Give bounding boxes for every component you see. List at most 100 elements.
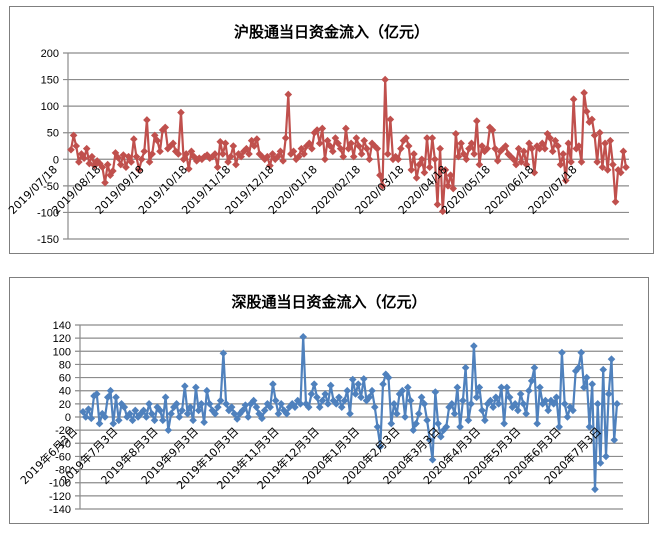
data-point-diamond xyxy=(387,419,396,428)
chart-title-sz: 深股通当日资金流入（亿元） xyxy=(231,293,427,311)
data-point-diamond xyxy=(216,396,225,405)
data-point-diamond xyxy=(519,400,528,408)
data-point-diamond xyxy=(119,151,128,159)
data-point-diamond xyxy=(622,163,630,172)
data-point-diamond xyxy=(486,123,494,132)
data-point-diamond xyxy=(143,116,151,124)
data-point-diamond xyxy=(604,390,613,398)
data-point-diamond xyxy=(192,157,201,165)
data-point-diamond xyxy=(288,400,296,408)
data-point-diamond xyxy=(137,155,146,164)
data-point-diamond xyxy=(370,403,379,411)
data-point-diamond xyxy=(381,370,390,379)
data-point-diamond xyxy=(481,416,489,425)
data-point-diamond xyxy=(392,409,401,418)
data-point-diamond xyxy=(412,174,421,182)
data-point-diamond xyxy=(543,129,552,138)
y-tick-label: 50 xyxy=(47,128,59,140)
data-point-diamond xyxy=(192,383,200,392)
data-point-diamond xyxy=(203,151,211,159)
data-point-diamond xyxy=(95,419,104,428)
data-point-diamond xyxy=(556,160,565,169)
data-point-diamond xyxy=(198,155,206,164)
data-point-diamond xyxy=(203,386,211,395)
data-point-diamond xyxy=(69,131,78,140)
data-point-diamond xyxy=(501,142,510,150)
data-point-diamond xyxy=(131,406,140,415)
data-point-diamond xyxy=(516,390,525,398)
data-point-diamond xyxy=(525,386,533,395)
data-point-diamond xyxy=(336,144,345,153)
data-point-diamond xyxy=(613,400,621,408)
data-point-diamond xyxy=(428,455,437,464)
data-point-diamond xyxy=(577,348,586,357)
data-point-diamond xyxy=(379,380,387,388)
data-point-diamond xyxy=(80,154,88,163)
data-point-diamond xyxy=(252,403,261,411)
data-point-diamond xyxy=(313,126,321,134)
data-point-diamond xyxy=(602,452,610,461)
data-point-diamond xyxy=(318,396,327,405)
data-point-diamond xyxy=(494,400,503,408)
data-point-diamond xyxy=(101,413,109,421)
series-markers xyxy=(67,75,630,216)
data-point-diamond xyxy=(554,142,562,150)
data-point-diamond xyxy=(381,75,389,84)
data-point-diamond xyxy=(347,139,355,148)
y-tick-label: 0 xyxy=(53,154,59,166)
data-point-diamond xyxy=(497,383,506,392)
data-point-diamond xyxy=(492,393,500,402)
data-point-diamond xyxy=(128,416,137,425)
data-point-diamond xyxy=(189,416,197,425)
data-point-diamond xyxy=(305,139,314,148)
data-point-diamond xyxy=(399,136,408,145)
data-point-diamond xyxy=(178,406,186,415)
data-point-diamond xyxy=(395,390,404,398)
data-point-diamond xyxy=(582,373,591,382)
data-point-diamond xyxy=(208,406,217,415)
data-point-diamond xyxy=(383,150,392,158)
data-point-diamond xyxy=(472,117,481,125)
data-point-diamond xyxy=(560,400,569,408)
data-point-diamond xyxy=(454,152,463,161)
data-point-diamond xyxy=(172,400,181,408)
data-point-diamond xyxy=(580,89,588,97)
data-point-diamond xyxy=(394,155,403,164)
data-point-diamond xyxy=(465,144,473,153)
data-point-diamond xyxy=(328,147,337,156)
data-point-diamond xyxy=(249,396,258,405)
data-point-diamond xyxy=(431,388,440,396)
data-point-diamond xyxy=(159,416,167,425)
data-point-diamond xyxy=(354,380,363,388)
data-point-diamond xyxy=(300,150,308,158)
data-point-diamond xyxy=(588,115,596,124)
data-point-diamond xyxy=(150,416,159,425)
data-point-diamond xyxy=(211,409,219,418)
data-point-diamond xyxy=(541,144,549,153)
data-point-diamond xyxy=(124,152,133,161)
data-point-diamond xyxy=(103,393,112,402)
data-point-diamond xyxy=(125,409,134,418)
data-point-diamond xyxy=(491,144,499,153)
y-tick-label: 150 xyxy=(41,75,59,87)
data-point-diamond xyxy=(464,416,473,425)
data-point-diamond xyxy=(296,400,305,408)
data-point-diamond xyxy=(373,144,382,153)
data-point-diamond xyxy=(541,396,550,405)
data-point-diamond xyxy=(598,163,607,172)
data-point-diamond xyxy=(441,166,450,174)
data-point-diamond xyxy=(331,134,340,142)
y-tick-label: 200 xyxy=(41,48,59,60)
data-point-diamond xyxy=(500,419,508,428)
data-point-diamond xyxy=(315,403,324,411)
data-point-diamond xyxy=(423,416,431,425)
data-point-diamond xyxy=(459,150,468,158)
data-point-diamond xyxy=(402,134,410,142)
data-point-diamond xyxy=(229,142,238,150)
data-point-diamond xyxy=(98,163,107,172)
data-point-diamond xyxy=(575,142,583,150)
data-point-diamond xyxy=(281,134,290,142)
y-tick-label: -20 xyxy=(55,425,71,437)
data-point-diamond xyxy=(174,150,183,158)
data-point-diamond xyxy=(428,134,437,142)
